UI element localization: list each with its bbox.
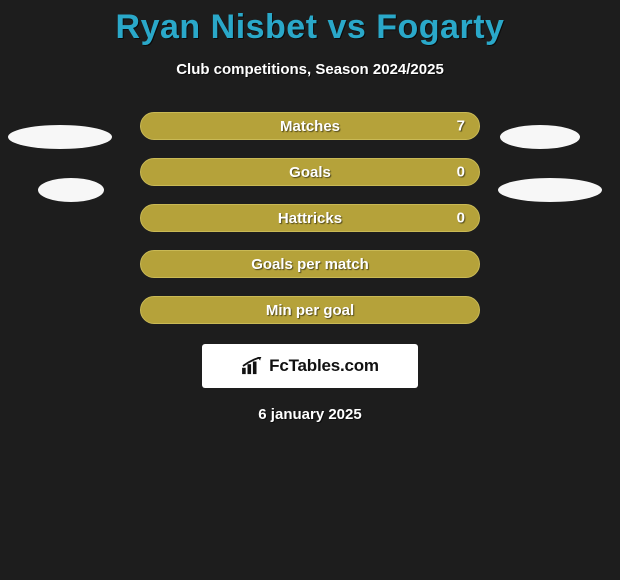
stat-value-right: 0: [457, 164, 465, 181]
decorative-oval: [8, 125, 112, 149]
chart-icon: [241, 357, 263, 375]
stat-label: Min per goal: [266, 302, 354, 319]
stat-value-right: 0: [457, 210, 465, 227]
stat-label: Goals: [289, 164, 331, 181]
stat-row: Goals 0: [140, 158, 480, 186]
stat-row: Hattricks 0: [140, 204, 480, 232]
stat-label: Goals per match: [251, 256, 369, 273]
snapshot-date: 6 january 2025: [0, 406, 620, 423]
fctables-logo: FcTables.com: [202, 344, 418, 388]
stat-label: Matches: [280, 118, 340, 135]
stat-label: Hattricks: [278, 210, 342, 227]
stat-row: Matches 7: [140, 112, 480, 140]
comparison-subtitle: Club competitions, Season 2024/2025: [0, 61, 620, 78]
decorative-oval: [38, 178, 104, 202]
decorative-oval: [500, 125, 580, 149]
comparison-title: Ryan Nisbet vs Fogarty: [0, 0, 620, 47]
stat-row: Goals per match: [140, 250, 480, 278]
stat-row: Min per goal: [140, 296, 480, 324]
decorative-oval: [498, 178, 602, 202]
logo-text: FcTables.com: [269, 356, 379, 376]
stat-value-right: 7: [457, 118, 465, 135]
